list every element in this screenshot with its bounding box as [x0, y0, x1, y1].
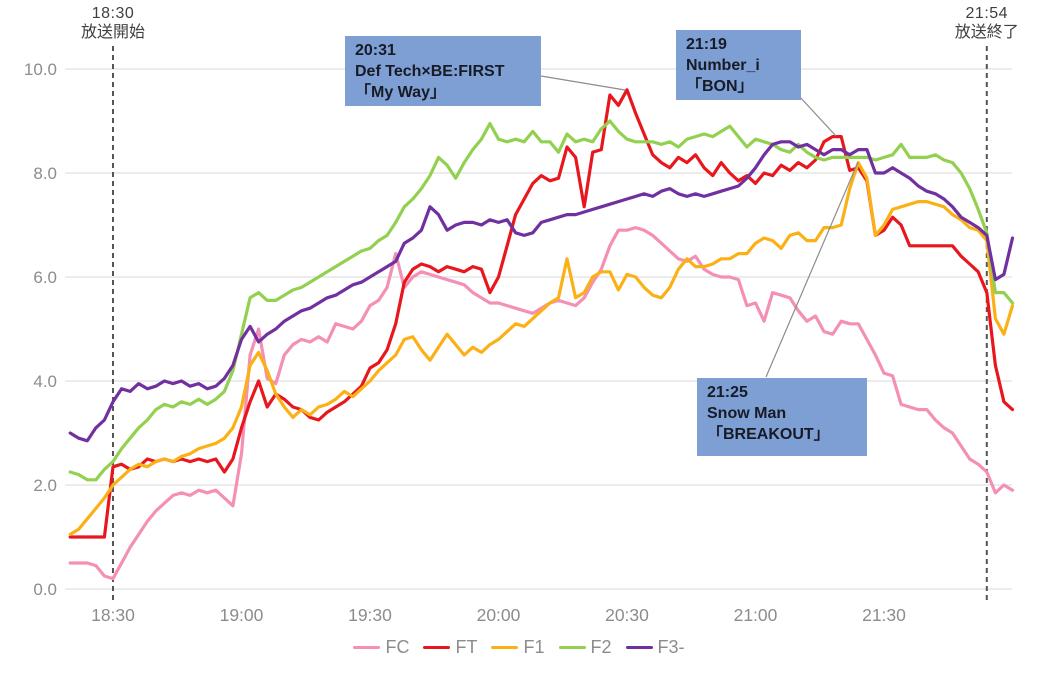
legend-swatch-FT	[423, 646, 451, 649]
annotation-line: 「BREAKOUT」	[707, 426, 830, 443]
legend-item-FT: FT	[423, 637, 477, 658]
annotation-line: 「BON」	[686, 78, 754, 95]
y-axis-tick-label: 4.0	[33, 372, 57, 391]
broadcast-text: 放送開始	[80, 24, 146, 41]
annotation-line: 21:25	[707, 384, 748, 401]
x-axis-tick-label: 21:00	[734, 605, 778, 625]
legend-label-FC: FC	[385, 637, 410, 657]
legend-label-F3-: F3-	[657, 637, 685, 657]
series-line-F3-	[68, 140, 1015, 443]
legend-swatch-FC	[353, 646, 381, 649]
legend-label-F2: F2	[590, 637, 612, 657]
y-axis-tick-label: 0.0	[33, 580, 57, 599]
annotation-leader-breakout	[765, 161, 859, 378]
chart-legend: FC FT F1 F2 F3-	[0, 637, 1038, 658]
x-axis-tick-label: 21:30	[862, 605, 906, 625]
annotation-line: Snow Man	[707, 405, 787, 422]
series-line-F1	[68, 161, 1015, 537]
y-axis-tick-label: 8.0	[33, 164, 57, 183]
annotation-box-my-way: 20:31 Def Tech×BE:FIRST 「My Way」	[345, 36, 541, 106]
annotation-leader-bon	[798, 95, 837, 137]
x-axis-tick-label: 18:30	[91, 605, 135, 625]
broadcast-end-label: 21:54 放送終了	[955, 4, 1019, 42]
x-axis-tick-label: 19:30	[348, 605, 392, 625]
legend-item-FC: FC	[353, 637, 409, 658]
annotation-line: 21:19	[686, 36, 727, 53]
broadcast-start-label: 18:30 放送開始	[81, 4, 145, 42]
annotation-leader-my-way	[540, 75, 626, 91]
legend-label-FT: FT	[455, 637, 478, 657]
y-axis-tick-label: 10.0	[24, 60, 57, 79]
legend-item-F2: F2	[558, 637, 612, 658]
annotation-box-bon: 21:19 Number_i 「BON」	[676, 30, 801, 100]
x-axis-tick-label: 19:00	[220, 605, 264, 625]
annotation-box-breakout: 21:25 Snow Man 「BREAKOUT」	[697, 378, 867, 456]
x-axis-tick-label: 20:00	[477, 605, 521, 625]
broadcast-text: 放送終了	[954, 24, 1019, 41]
legend-item-F3-: F3-	[625, 637, 685, 658]
annotation-line: 「My Way」	[355, 84, 446, 101]
x-axis-tick-label: 20:30	[605, 605, 649, 625]
annotation-line: Number_i	[686, 57, 760, 74]
annotation-line: Def Tech×BE:FIRST	[355, 63, 505, 80]
legend-label-F1: F1	[523, 637, 545, 657]
broadcast-time: 21:54	[965, 5, 1009, 22]
legend-item-F1: F1	[491, 637, 545, 658]
legend-swatch-F3-	[625, 646, 653, 649]
broadcast-time: 18:30	[91, 5, 135, 22]
y-axis-tick-label: 6.0	[33, 268, 57, 287]
legend-swatch-F1	[491, 646, 519, 649]
series-line-FC	[68, 226, 1015, 581]
annotation-line: 20:31	[355, 42, 396, 59]
legend-swatch-F2	[558, 646, 586, 649]
series-line-F2	[68, 119, 1015, 482]
y-axis-tick-label: 2.0	[33, 476, 57, 495]
